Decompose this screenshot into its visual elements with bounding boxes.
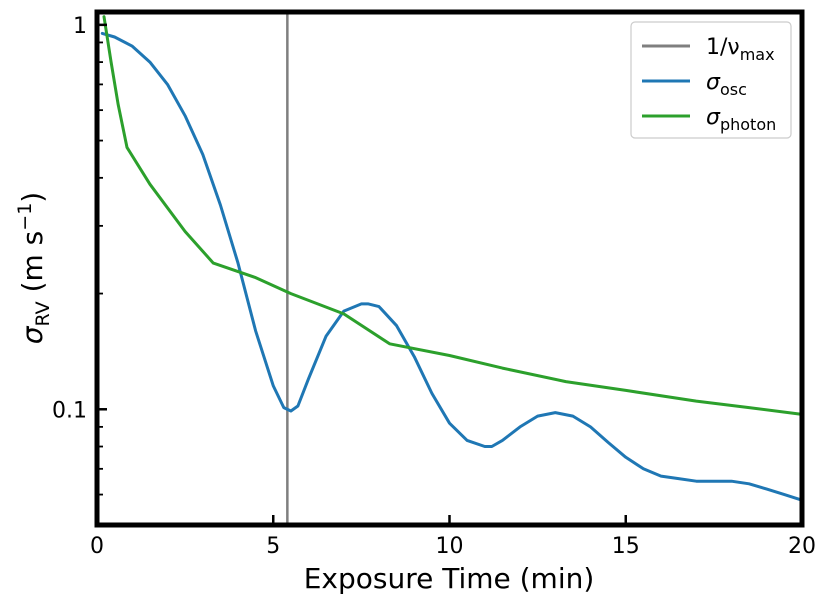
y-axis-title-subscript: RV: [32, 301, 54, 326]
y-axis-title-unit: (m s: [16, 231, 49, 302]
x-tick-label-20: 20: [788, 534, 816, 559]
legend-box: [630, 21, 792, 139]
y-axis-title-symbol: σ: [16, 325, 49, 344]
plot-area: [100, 12, 804, 525]
legend-label-main-vline: 1/ν: [706, 35, 740, 60]
legend-label-main-photon: σ: [706, 105, 721, 130]
series-line-osc: [100, 31, 804, 502]
legend-label-sub-photon: photon: [720, 115, 776, 134]
x-tick-label-5: 5: [266, 534, 280, 559]
legend-label-osc: σosc: [706, 70, 747, 99]
x-tick-label-15: 15: [612, 534, 640, 559]
x-ticks: 0 5 10 15 20: [90, 515, 816, 559]
legend-label-vline: 1/νmax: [706, 35, 775, 64]
series-layer: [100, 15, 804, 502]
legend-label-main-osc: σ: [706, 70, 721, 95]
y-tick-label-0.1: 0.1: [52, 398, 87, 423]
x-tick-label-0: 0: [90, 534, 104, 559]
legend-label-photon: σphoton: [706, 105, 776, 134]
legend-label-sub-osc: osc: [720, 80, 747, 99]
y-tick-label-1: 1: [73, 14, 87, 39]
legend-label-sub-vline: max: [740, 45, 775, 64]
x-tick-label-10: 10: [436, 534, 464, 559]
y-axis-title-unit-end: ): [16, 192, 49, 203]
x-axis-title: Exposure Time (min): [304, 562, 595, 595]
y-ticks: 0.11: [52, 14, 107, 496]
series-line-photon: [102, 15, 804, 416]
y-axis-title-superscript: −1: [14, 203, 36, 231]
y-axis-title: σRV (m s−1): [14, 192, 54, 344]
